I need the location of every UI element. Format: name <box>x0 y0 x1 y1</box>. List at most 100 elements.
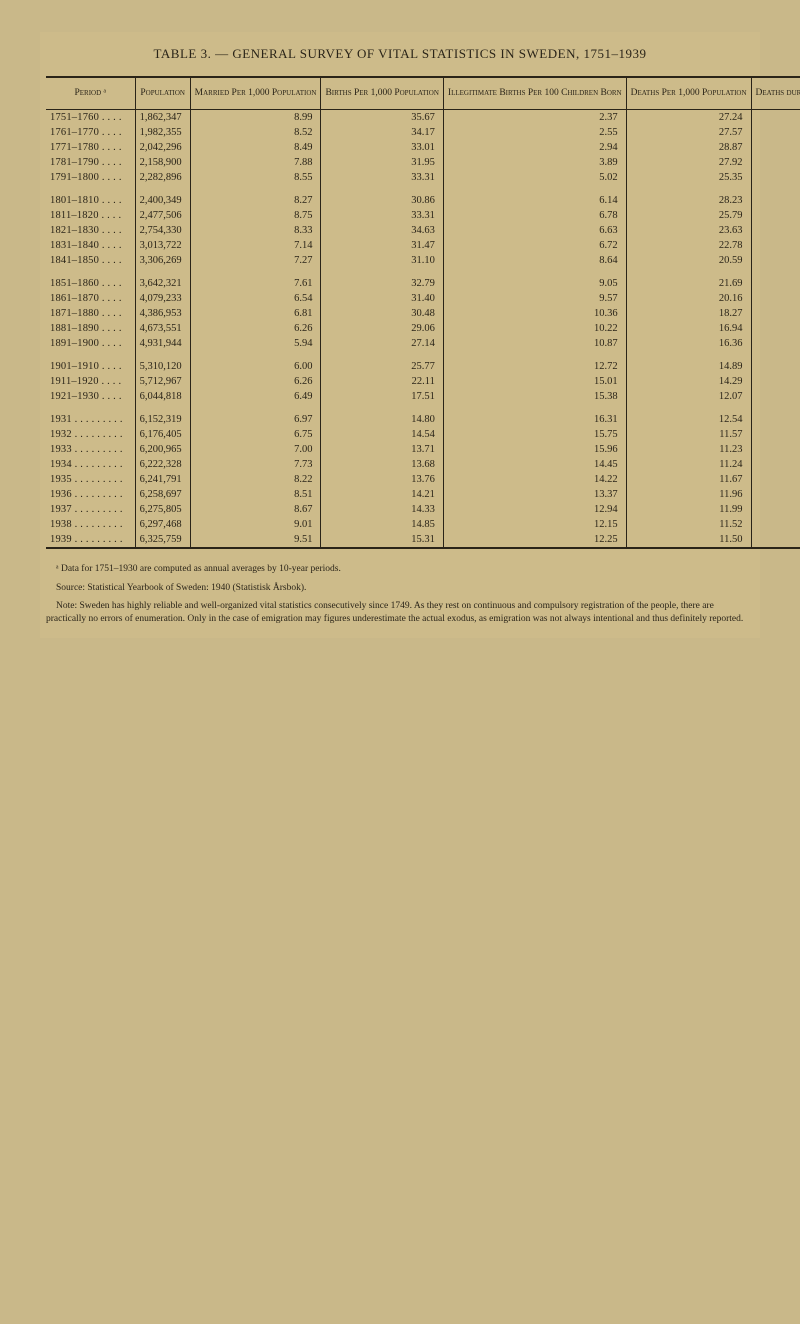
table-row: 1901–1910 . . . .5,310,1206.0025.7712.72… <box>46 351 800 374</box>
table-row: 1933 . . . . . . . . .6,200,9657.0013.71… <box>46 442 800 457</box>
cell-bir: 14.80 <box>321 404 443 427</box>
cell-dea: 28.23 <box>626 185 751 208</box>
cell-dea: 27.57 <box>626 125 751 140</box>
cell-mar: 9.51 <box>190 532 321 548</box>
cell-dfy: 20.46 <box>751 109 800 125</box>
cell-dea: 23.63 <box>626 223 751 238</box>
table-row: 1821–1830 . . . .2,754,3308.3334.636.632… <box>46 223 800 238</box>
cell-bir: 17.51 <box>321 389 443 404</box>
cell-pop: 6,152,319 <box>135 404 190 427</box>
cell-mar: 6.97 <box>190 404 321 427</box>
cell-period: 1931 . . . . . . . . . <box>46 404 135 427</box>
cell-ill: 15.38 <box>443 389 626 404</box>
cell-ill: 12.94 <box>443 502 626 517</box>
cell-mar: 7.73 <box>190 457 321 472</box>
cell-mar: 7.88 <box>190 155 321 170</box>
table-row: 1938 . . . . . . . . .6,297,4689.0114.85… <box>46 517 800 532</box>
cell-mar: 9.01 <box>190 517 321 532</box>
cell-ill: 9.05 <box>443 268 626 291</box>
table-row: 1939 . . . . . . . . .6,325,7599.5115.31… <box>46 532 800 548</box>
cell-dfy: 13.02 <box>751 306 800 321</box>
cell-dfy: 20.18 <box>751 140 800 155</box>
cell-period: 1871–1880 . . . . <box>46 306 135 321</box>
cell-dfy: 16.68 <box>751 238 800 253</box>
cell-period: 1936 . . . . . . . . . <box>46 487 135 502</box>
cell-mar: 6.00 <box>190 351 321 374</box>
cell-mar: 8.75 <box>190 208 321 223</box>
cell-dea: 16.94 <box>626 321 751 336</box>
cell-bir: 31.95 <box>321 155 443 170</box>
col-population: Population <box>135 77 190 109</box>
table-row: 1881–1890 . . . .4,673,5516.2629.0610.22… <box>46 321 800 336</box>
table-row: 1891–1900 . . . .4,931,9445.9427.1410.87… <box>46 336 800 351</box>
table-row: 1801–1810 . . . .2,400,3498.2730.866.142… <box>46 185 800 208</box>
cell-bir: 27.14 <box>321 336 443 351</box>
table-row: 1811–1820 . . . .2,477,5068.7533.316.782… <box>46 208 800 223</box>
cell-dfy: 19.99 <box>751 155 800 170</box>
cell-pop: 6,325,759 <box>135 532 190 548</box>
cell-pop: 6,275,805 <box>135 502 190 517</box>
cell-ill: 2.94 <box>443 140 626 155</box>
cell-dea: 11.52 <box>626 517 751 532</box>
cell-pop: 4,931,944 <box>135 336 190 351</box>
cell-ill: 12.15 <box>443 517 626 532</box>
cell-period: 1938 . . . . . . . . . <box>46 517 135 532</box>
table-row: 1871–1880 . . . .4,386,9536.8130.4810.36… <box>46 306 800 321</box>
cell-ill: 15.01 <box>443 374 626 389</box>
cell-ill: 15.96 <box>443 442 626 457</box>
table-row: 1861–1870 . . . .4,079,2336.5431.409.572… <box>46 291 800 306</box>
table-caption: TABLE 3. — GENERAL SURVEY OF VITAL STATI… <box>46 46 754 62</box>
cell-mar: 8.33 <box>190 223 321 238</box>
cell-dfy: 6.93 <box>751 374 800 389</box>
cell-dfy: 4.59 <box>751 472 800 487</box>
cell-mar: 7.14 <box>190 238 321 253</box>
cell-bir: 31.40 <box>321 291 443 306</box>
cell-mar: 8.99 <box>190 109 321 125</box>
cell-dfy: 5.88 <box>751 389 800 404</box>
cell-bir: 35.67 <box>321 109 443 125</box>
cell-bir: 13.76 <box>321 472 443 487</box>
cell-period: 1891–1900 . . . . <box>46 336 135 351</box>
cell-period: 1781–1790 . . . . <box>46 155 135 170</box>
cell-ill: 10.36 <box>443 306 626 321</box>
cell-bir: 31.10 <box>321 253 443 268</box>
table-row: 1932 . . . . . . . . .6,176,4056.7514.54… <box>46 427 800 442</box>
cell-pop: 1,982,355 <box>135 125 190 140</box>
cell-bir: 33.01 <box>321 140 443 155</box>
cell-dfy: 13.89 <box>751 291 800 306</box>
cell-dea: 20.16 <box>626 291 751 306</box>
cell-ill: 5.02 <box>443 170 626 185</box>
table-row: 1761–1770 . . . .1,982,3558.5234.172.552… <box>46 125 800 140</box>
cell-dfy: 14.60 <box>751 268 800 291</box>
cell-dea: 25.79 <box>626 208 751 223</box>
footnote-note: Note: Sweden has highly reliable and wel… <box>46 600 754 626</box>
cell-dfy: 4.34 <box>751 487 800 502</box>
cell-period: 1821–1830 . . . . <box>46 223 135 238</box>
cell-dea: 11.23 <box>626 442 751 457</box>
cell-pop: 3,013,722 <box>135 238 190 253</box>
cell-pop: 4,079,233 <box>135 291 190 306</box>
table-row: 1911–1920 . . . .5,712,9676.2622.1115.01… <box>46 374 800 389</box>
cell-pop: 2,477,506 <box>135 208 190 223</box>
table-row: 1851–1860 . . . .3,642,3217.6132.799.052… <box>46 268 800 291</box>
cell-ill: 14.22 <box>443 472 626 487</box>
col-married: Married Per 1,000 Population <box>190 77 321 109</box>
cell-dea: 11.50 <box>626 532 751 548</box>
cell-pop: 2,158,900 <box>135 155 190 170</box>
footnotes: ᵃ Data for 1751–1930 are computed as ann… <box>46 563 754 626</box>
cell-ill: 10.22 <box>443 321 626 336</box>
cell-mar: 7.61 <box>190 268 321 291</box>
cell-mar: 6.75 <box>190 427 321 442</box>
cell-dfy: 16.73 <box>751 223 800 238</box>
cell-period: 1937 . . . . . . . . . <box>46 502 135 517</box>
cell-dea: 11.99 <box>626 502 751 517</box>
cell-dfy: 19.61 <box>751 170 800 185</box>
cell-bir: 34.17 <box>321 125 443 140</box>
cell-period: 1771–1780 . . . . <box>46 140 135 155</box>
cell-dea: 16.36 <box>626 336 751 351</box>
cell-dea: 11.57 <box>626 427 751 442</box>
cell-period: 1801–1810 . . . . <box>46 185 135 208</box>
table-row: 1831–1840 . . . .3,013,7227.1431.476.722… <box>46 238 800 253</box>
cell-dfy: 4.95 <box>751 442 800 457</box>
cell-ill: 13.37 <box>443 487 626 502</box>
